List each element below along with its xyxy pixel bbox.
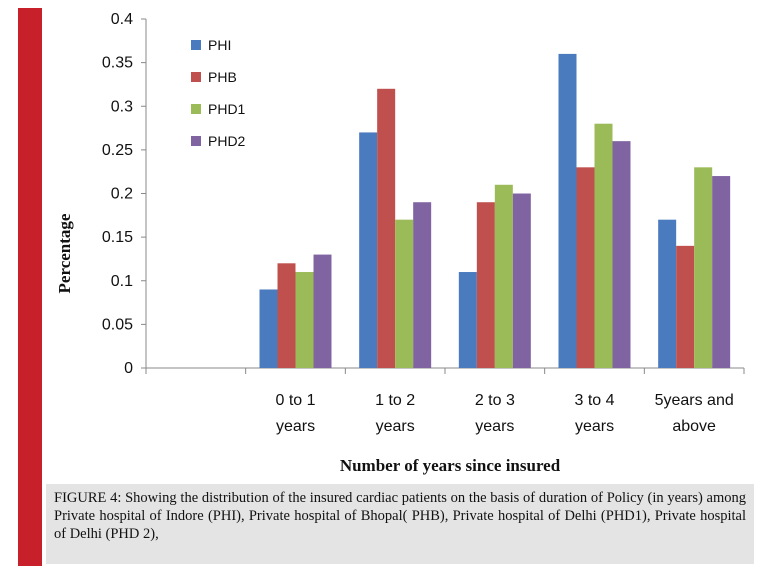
bar [494, 184, 513, 368]
bar [295, 272, 314, 368]
y-tick-label: 0.15 [102, 229, 133, 246]
x-category-label: years [276, 418, 315, 435]
bar [576, 167, 595, 368]
x-category-label: 1 to 2 [375, 392, 415, 409]
x-category-label: above [672, 418, 716, 435]
legend-label: PHD1 [208, 101, 246, 117]
x-category-label: years [376, 418, 415, 435]
bar [313, 254, 332, 368]
legend-swatch [191, 72, 201, 82]
bar [395, 219, 414, 368]
y-tick-label: 0.3 [111, 98, 133, 115]
figure-caption: FIGURE 4: Showing the distribution of th… [46, 484, 754, 564]
y-tick-label: 0.4 [111, 11, 133, 28]
legend-label: PHD2 [208, 133, 246, 149]
bar [458, 272, 477, 368]
y-axis-title: Percentage [55, 213, 74, 293]
bar [413, 202, 432, 368]
x-category-label: years [475, 418, 514, 435]
legend-swatch [191, 104, 201, 114]
x-category-label: 2 to 3 [475, 392, 515, 409]
decorative-red-strip [18, 8, 42, 566]
bar-chart: 0 0.05 0.1 0.15 0.2 0.25 0.3 0.35 0.4 0 to 1 years… [55, 11, 745, 435]
y-tick-label: 0.35 [102, 55, 133, 72]
x-category-label: 3 to 4 [574, 392, 614, 409]
bar [658, 219, 677, 368]
legend-label: PHI [208, 37, 231, 53]
bar [594, 123, 613, 368]
y-tick-label: 0.2 [111, 186, 133, 203]
bar [359, 132, 378, 368]
bar [259, 289, 278, 368]
y-tick-label: 0.05 [102, 316, 133, 333]
bar [558, 53, 577, 369]
x-category-label: 0 to 1 [275, 392, 315, 409]
bar [476, 202, 495, 368]
bar [377, 88, 396, 369]
x-category-label: 5years and [655, 392, 734, 409]
legend-swatch [191, 136, 201, 146]
bar [277, 263, 296, 368]
bar [676, 245, 695, 368]
legend-label: PHB [208, 69, 237, 85]
x-axis-title: Number of years since insured [339, 456, 561, 475]
bar [694, 167, 713, 368]
y-tick-label: 0 [124, 360, 133, 377]
bar [612, 141, 631, 368]
bar [712, 176, 731, 368]
x-category-label: years [575, 418, 614, 435]
legend-swatch [191, 40, 201, 50]
y-tick-label: 0.1 [111, 273, 133, 290]
bar [512, 193, 531, 368]
y-tick-label: 0.25 [102, 142, 133, 159]
